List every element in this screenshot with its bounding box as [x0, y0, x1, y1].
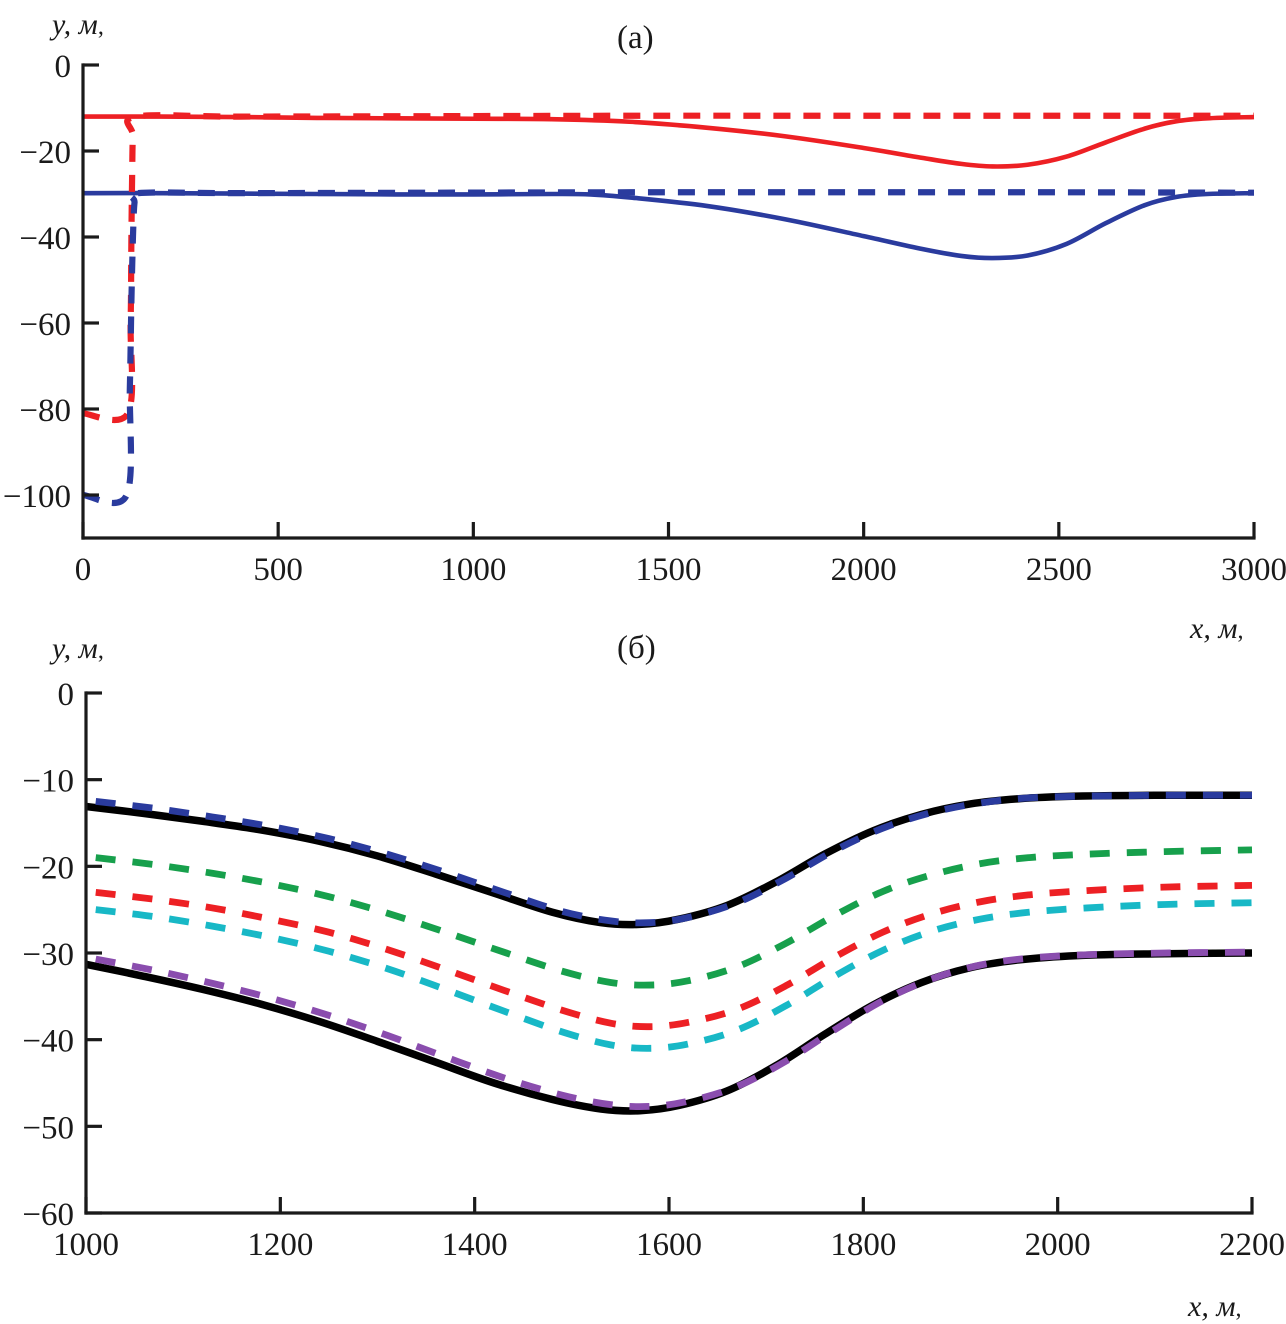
x-tick-label: 2200 — [1219, 1227, 1285, 1263]
y-tick-label: −20 — [22, 850, 74, 886]
panel-b-ylabel: y, м, — [52, 632, 110, 665]
y-tick-label: −100 — [3, 479, 71, 515]
y-tick-label: 0 — [55, 49, 72, 85]
x-tick-label: 3000 — [1221, 552, 1286, 588]
y-tick-label: −40 — [19, 221, 71, 257]
x-tick-label: 2000 — [1025, 1227, 1091, 1263]
series-purple-dashed — [95, 948, 1253, 1111]
series-black-solid-upper — [85, 791, 1253, 929]
x-tick-label: 1800 — [830, 1227, 896, 1263]
series-red-solid — [82, 114, 1255, 169]
y-tick-label: −10 — [22, 764, 74, 800]
y-tick-label: −60 — [19, 307, 71, 343]
x-tick-label: 500 — [253, 552, 303, 588]
y-tick-label: −20 — [19, 135, 71, 171]
panel-a-xlabel: x, м, — [1190, 612, 1250, 645]
x-tick-label: 1600 — [636, 1227, 702, 1263]
series-cyan-dashed — [95, 899, 1253, 1052]
panel-a-ylabel: y, м, — [52, 8, 110, 41]
x-tick-label: 2000 — [831, 552, 897, 588]
x-tick-label: 0 — [75, 552, 92, 588]
x-tick-label: 2500 — [1026, 552, 1092, 588]
y-tick-label: −30 — [22, 937, 74, 973]
x-tick-label: 1500 — [636, 552, 702, 588]
series-blue-dashed — [95, 791, 1253, 927]
x-tick-label: 1200 — [247, 1227, 313, 1263]
x-tick-label: 1000 — [440, 552, 506, 588]
series-red-dashed — [82, 112, 1254, 424]
panel-b-xlabel: x, м, — [1188, 1290, 1248, 1323]
panel-a: y, м, (а) x, м, 0 −20 −40 −60 −80 −100 0 500 100… — [0, 0, 1286, 645]
y-tick-label: −50 — [22, 1110, 74, 1146]
y-tick-label: 0 — [58, 677, 75, 713]
series-black-solid-lower — [85, 949, 1253, 1115]
panel-b: y, м, (б) x, м, 0 −10 −20 −30 −40 −50 −60 1000 1… — [0, 620, 1286, 1324]
series-green-dashed — [95, 846, 1253, 989]
series-blue-solid — [82, 190, 1255, 261]
x-tick-label: 1400 — [442, 1227, 508, 1263]
y-tick-label: −40 — [22, 1024, 74, 1060]
y-tick-label: −60 — [22, 1197, 74, 1233]
panel-b-tag: (б) — [617, 630, 656, 666]
x-tick-label: 1000 — [53, 1227, 119, 1263]
panel-a-tag: (а) — [617, 20, 654, 56]
series-blue-dashed — [82, 189, 1255, 506]
panel-a-plot: 0 −20 −40 −60 −80 −100 0 500 1000 1500 2000 2500 300… — [3, 49, 1286, 588]
series-red-dashed — [95, 882, 1253, 1031]
y-tick-label: −80 — [19, 393, 71, 429]
